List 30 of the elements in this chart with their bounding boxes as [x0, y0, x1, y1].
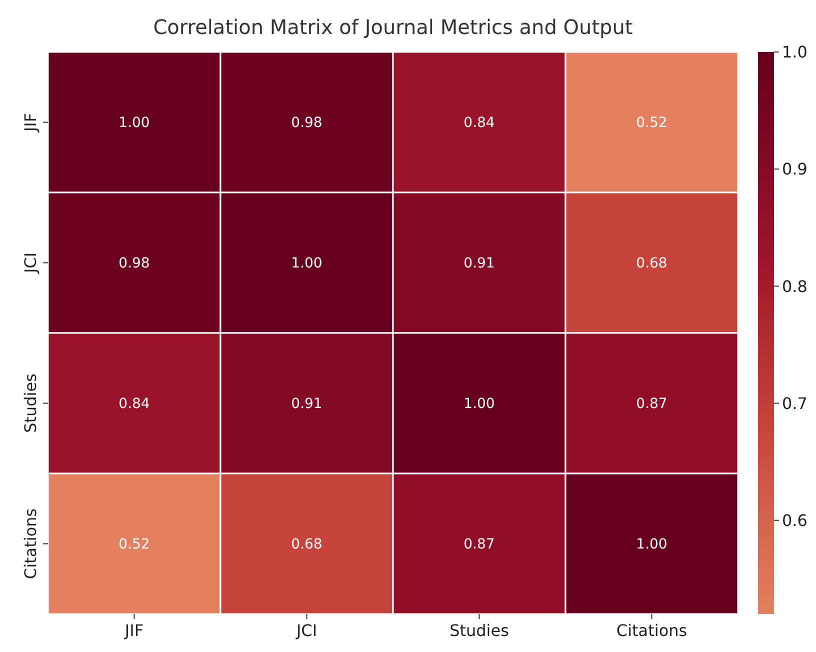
x-tick-label: JIF [124, 621, 144, 640]
y-tick-label: JIF [21, 112, 40, 133]
data-label: 0.91 [464, 256, 495, 272]
data-label: 0.84 [464, 115, 495, 132]
x-tick-label: Studies [450, 621, 509, 640]
x-tick-label: Citations [616, 621, 688, 640]
color-bar-label: 1.0 [782, 42, 808, 62]
data-label: 1.00 [464, 396, 495, 412]
y-tick-label: JCI [21, 252, 40, 274]
color-bar-label: 0.9 [782, 160, 808, 179]
data-label: 0.98 [291, 115, 322, 132]
data-label: 0.91 [291, 396, 322, 412]
color-bar-label: 0.6 [782, 510, 808, 530]
x-tick-label: JCI [295, 621, 318, 640]
color-bar-label: 0.8 [782, 276, 808, 296]
data-label: 0.87 [464, 536, 495, 553]
y-tick-label: Citations [21, 508, 40, 580]
data-label: 0.52 [636, 115, 668, 132]
data-label: 1.00 [636, 536, 668, 553]
data-label: 0.68 [636, 256, 668, 272]
color-bar-label: 0.7 [782, 394, 808, 413]
data-label: 0.68 [291, 536, 322, 553]
chart-title: Correlation Matrix of Journal Metrics and Output [153, 15, 633, 39]
y-tick-label: Studies [21, 374, 40, 433]
data-label: 0.84 [118, 396, 150, 412]
data-label: 1.00 [291, 256, 322, 272]
data-label: 1.00 [118, 115, 150, 132]
data-label: 0.87 [636, 396, 668, 412]
data-label: 0.52 [118, 536, 150, 553]
data-label: 0.98 [118, 256, 150, 272]
